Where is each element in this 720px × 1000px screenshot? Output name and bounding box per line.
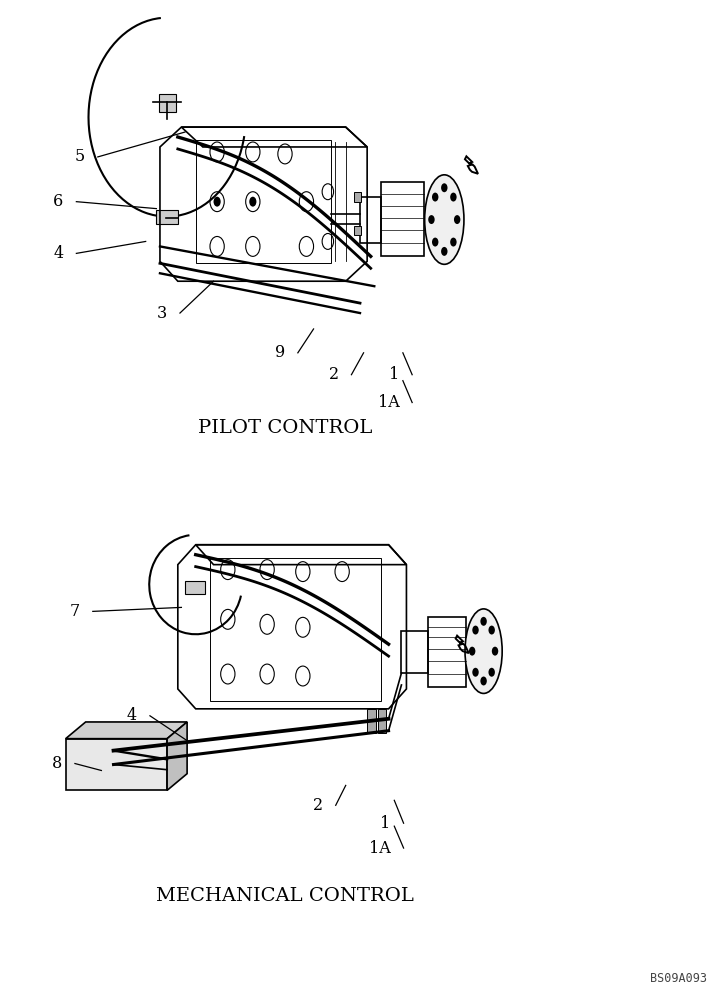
Circle shape bbox=[472, 626, 479, 635]
Circle shape bbox=[480, 617, 487, 626]
Text: PILOT CONTROL: PILOT CONTROL bbox=[198, 419, 372, 437]
Bar bbox=[185, 581, 205, 594]
Text: BS09A093: BS09A093 bbox=[649, 972, 706, 985]
Circle shape bbox=[472, 668, 479, 677]
Polygon shape bbox=[167, 722, 187, 790]
Text: 9: 9 bbox=[275, 344, 285, 361]
Circle shape bbox=[450, 193, 456, 202]
Ellipse shape bbox=[425, 175, 464, 264]
Text: MECHANICAL CONTROL: MECHANICAL CONTROL bbox=[156, 887, 414, 905]
Text: 7: 7 bbox=[70, 603, 80, 620]
Ellipse shape bbox=[465, 609, 502, 693]
Text: 4: 4 bbox=[53, 245, 63, 262]
Circle shape bbox=[480, 677, 487, 685]
Text: 1: 1 bbox=[380, 815, 391, 832]
Circle shape bbox=[428, 215, 435, 224]
Circle shape bbox=[488, 626, 495, 635]
Bar bbox=[158, 94, 176, 112]
Circle shape bbox=[488, 668, 495, 677]
Bar bbox=[354, 192, 361, 202]
Bar bbox=[378, 709, 387, 733]
Bar bbox=[354, 226, 361, 235]
Circle shape bbox=[432, 238, 438, 247]
Circle shape bbox=[441, 247, 448, 256]
Circle shape bbox=[249, 197, 256, 207]
Text: 1A: 1A bbox=[377, 394, 400, 411]
Text: 1: 1 bbox=[389, 366, 400, 383]
Bar bbox=[367, 709, 376, 733]
Bar bbox=[66, 739, 167, 790]
Text: 8: 8 bbox=[52, 755, 62, 772]
Text: 6: 6 bbox=[53, 193, 63, 210]
Circle shape bbox=[454, 215, 460, 224]
Polygon shape bbox=[66, 722, 187, 739]
Text: 1A: 1A bbox=[369, 840, 391, 857]
Circle shape bbox=[469, 647, 475, 656]
Circle shape bbox=[432, 193, 438, 202]
Circle shape bbox=[492, 647, 498, 656]
Text: 2: 2 bbox=[328, 366, 338, 383]
Text: 2: 2 bbox=[312, 797, 323, 814]
Circle shape bbox=[441, 183, 448, 192]
Text: 5: 5 bbox=[75, 148, 85, 165]
Bar bbox=[156, 210, 178, 224]
Text: 3: 3 bbox=[157, 305, 167, 322]
Circle shape bbox=[214, 197, 221, 207]
Text: 4: 4 bbox=[127, 707, 137, 724]
Circle shape bbox=[450, 238, 456, 247]
